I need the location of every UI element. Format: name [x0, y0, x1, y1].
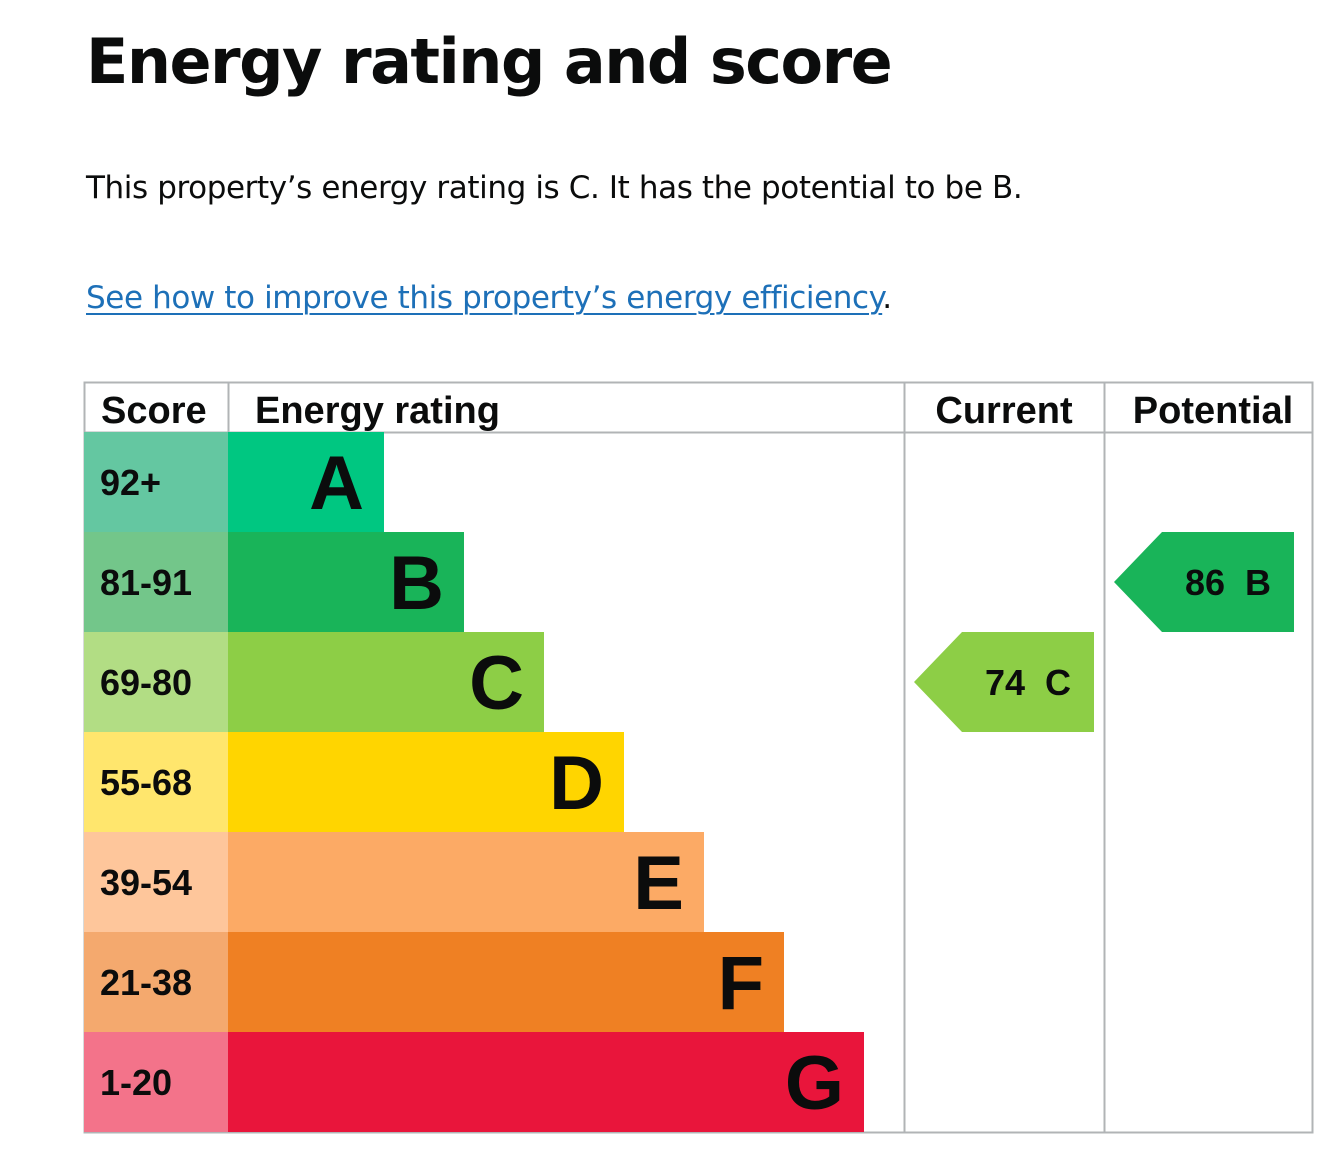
page-title: Energy rating and score [86, 25, 893, 98]
band-b: 81-91 B [84, 532, 464, 632]
score-cell-d [84, 732, 228, 832]
score-range-d: 55-68 [100, 762, 192, 803]
score-range-g: 1-20 [100, 1062, 172, 1103]
rating-indicators: 74 C 86 B [914, 532, 1294, 732]
chart-grid [83, 381, 1314, 1134]
band-e: 39-54 E [84, 832, 704, 932]
header-current: Current [935, 390, 1073, 432]
band-f: 21-38 F [84, 932, 784, 1032]
score-range-c: 69-80 [100, 662, 192, 703]
potential-rating-indicator-label: 86 B [1185, 562, 1271, 603]
header-energy-rating: Energy rating [255, 390, 500, 432]
current-rating-indicator: 74 C [914, 632, 1094, 732]
band-c: 69-80 C [84, 632, 544, 732]
band-d: 55-68 D [84, 732, 624, 832]
score-cell-e [84, 832, 228, 932]
score-cell-b [84, 532, 228, 632]
score-range-b: 81-91 [100, 562, 192, 603]
band-g: 1-20 G [84, 1032, 864, 1132]
rating-letter-b: B [389, 541, 444, 626]
rating-bar-g [228, 1032, 864, 1132]
score-cell-g [84, 1032, 228, 1132]
score-range-e: 39-54 [100, 862, 192, 903]
rating-summary: This property’s energy rating is C. It h… [86, 170, 1023, 206]
rating-letter-a: A [309, 441, 364, 526]
header-score: Score [101, 390, 207, 432]
rating-bar-e [228, 832, 704, 932]
potential-rating-indicator: 86 B [1114, 532, 1294, 632]
current-rating-indicator-label: 74 C [985, 662, 1071, 703]
rating-letter-d: D [549, 741, 604, 826]
rating-bar-f [228, 932, 784, 1032]
header-potential: Potential [1133, 390, 1293, 432]
rating-letter-g: G [785, 1041, 844, 1126]
band-a: 92+ A [84, 432, 384, 532]
link-suffix: . [882, 280, 892, 316]
rating-bar-b [228, 532, 464, 632]
column-headers: Score Energy rating Current Potential [101, 390, 1293, 432]
score-cell-f [84, 932, 228, 1032]
score-cell-c [84, 632, 228, 732]
improve-efficiency-link[interactable]: See how to improve this property’s energ… [86, 280, 883, 316]
rating-bar-a [228, 432, 384, 532]
score-range-a: 92+ [100, 462, 161, 503]
rating-letter-f: F [718, 941, 764, 1026]
improve-link-paragraph: See how to improve this property’s energ… [86, 276, 892, 320]
score-cell-a [84, 432, 228, 532]
current-rating-indicator-arrow [914, 632, 1094, 732]
rating-bands: 92+ A 81-91 B 69-80 C 55-68 D 39-54 E 21-38 F 1-20 G [84, 432, 864, 1132]
rating-letter-c: C [469, 641, 524, 726]
rating-letter-e: E [633, 841, 684, 926]
rating-bar-c [228, 632, 544, 732]
score-range-f: 21-38 [100, 962, 192, 1003]
potential-rating-indicator-arrow [1114, 532, 1294, 632]
rating-bar-d [228, 732, 624, 832]
